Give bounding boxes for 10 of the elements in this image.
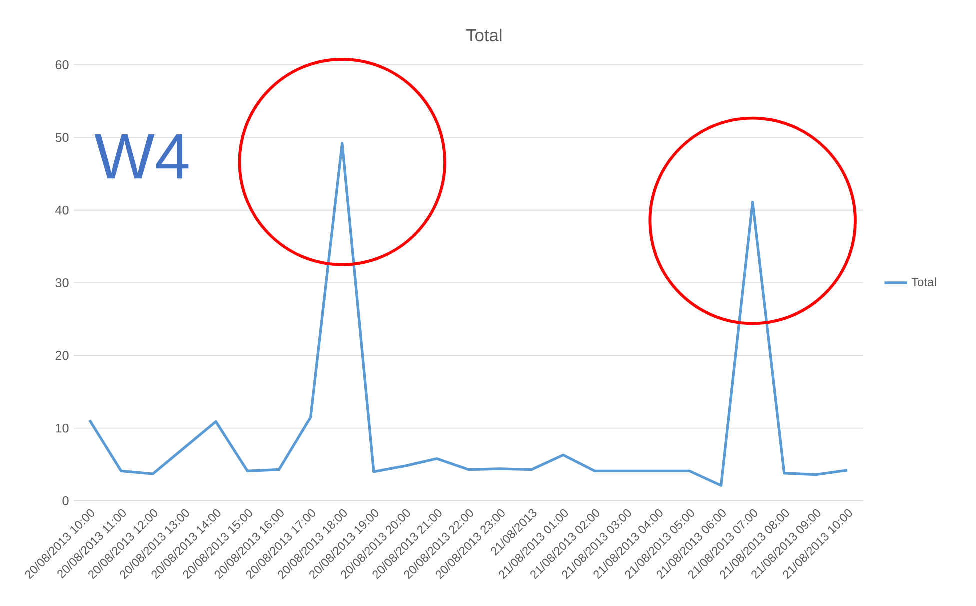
y-tick-label: 10 bbox=[56, 424, 69, 433]
y-tick-label: 30 bbox=[56, 278, 69, 288]
y-tick-label: 20 bbox=[56, 351, 69, 360]
y-tick-label: 0 bbox=[62, 496, 69, 506]
chart-title: Total bbox=[466, 28, 502, 42]
legend-label: Total bbox=[912, 278, 936, 286]
y-tick-label: 50 bbox=[56, 133, 69, 142]
y-tick-label: 40 bbox=[56, 206, 69, 215]
y-tick-label: 60 bbox=[56, 60, 69, 70]
annotation: W4 bbox=[94, 134, 189, 179]
